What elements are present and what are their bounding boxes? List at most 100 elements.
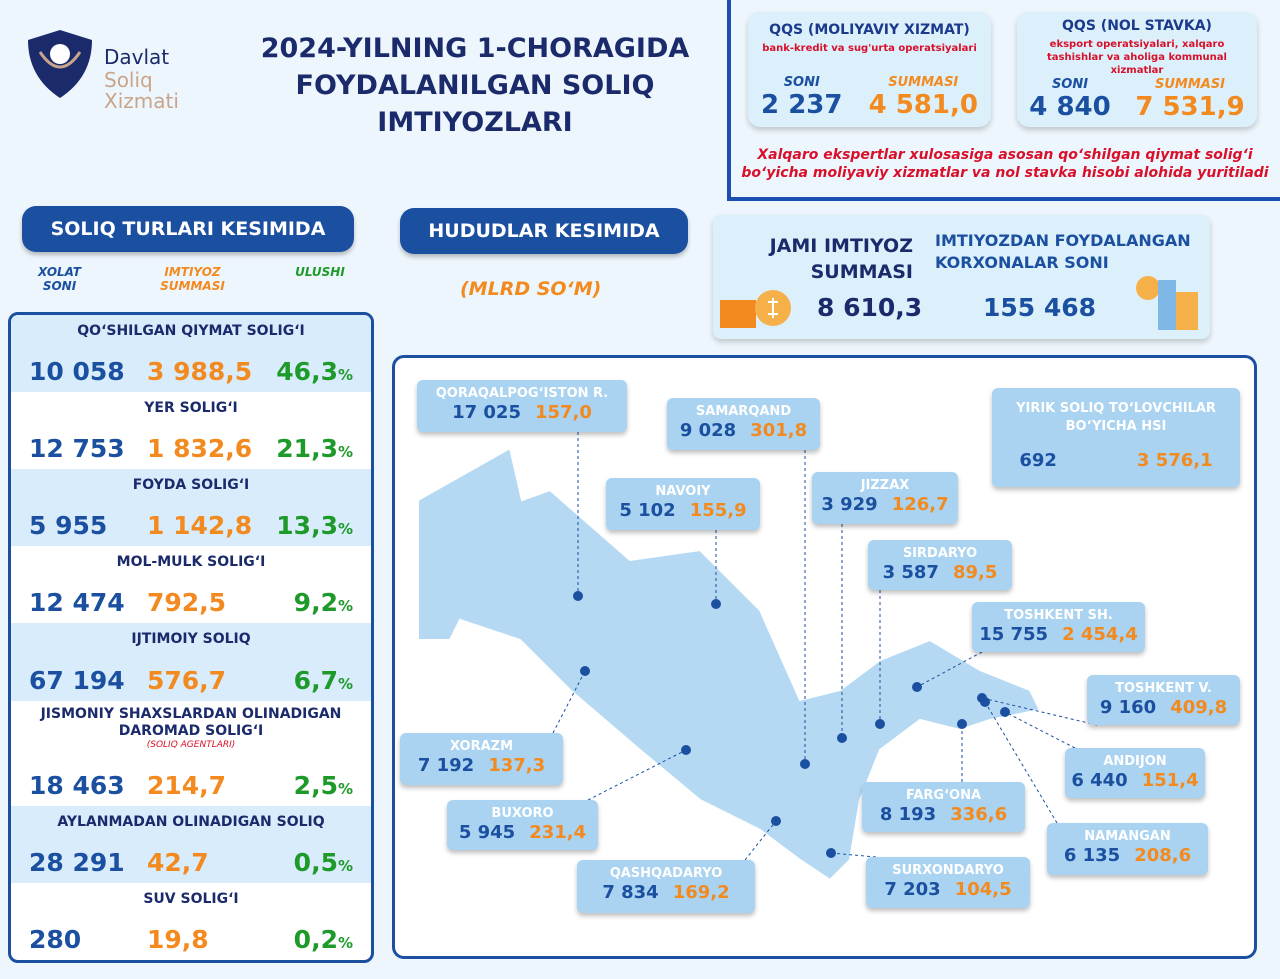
map-shape bbox=[417, 446, 1042, 882]
region-marker bbox=[957, 719, 967, 729]
sum-value: 7 531,9 bbox=[1135, 92, 1245, 122]
region-sum: 169,2 bbox=[672, 882, 730, 903]
total-count-label: IMTIYOZDAN FOYDALANGAN KORXONALAR SONI bbox=[935, 231, 1191, 272]
tax-name: JISMONIY SHAXSLARDAN OLINADIGAN DAROMAD … bbox=[40, 705, 342, 739]
tax-row: FOYDA SOLIG‘I 5 955 1 142,8 13,3% bbox=[11, 469, 371, 547]
footnote: Xalqaro ekspertlar xulosasiga asosan qo‘… bbox=[741, 147, 1269, 181]
region-name: SAMARQAND bbox=[695, 404, 792, 419]
share-value: 13,3 bbox=[276, 511, 338, 541]
tax-types-table: QO‘SHILGAN QIYMAT SOLIG‘I 10 058 3 988,5 46… bbox=[8, 312, 374, 963]
tax-row: MOL-MULK SOLIG‘I 12 474 792,5 9,2% bbox=[11, 546, 371, 623]
percent-sign: % bbox=[337, 520, 353, 539]
region-count: 7 203 bbox=[884, 879, 941, 900]
eagle-emblem-icon bbox=[28, 30, 92, 98]
count-label: SONI bbox=[783, 75, 820, 90]
percent-sign: % bbox=[337, 933, 353, 952]
region-name: XORAZM bbox=[449, 739, 514, 754]
region-marker bbox=[980, 697, 990, 707]
percent-sign: % bbox=[337, 443, 353, 462]
region-count: 5 945 bbox=[458, 822, 516, 843]
region-sum: 104,5 bbox=[954, 879, 1012, 900]
share: 13,3% bbox=[276, 511, 353, 540]
case-count: 12 474 bbox=[29, 588, 125, 618]
benefit-sum: 792,5 bbox=[147, 588, 227, 618]
leader-line bbox=[587, 749, 687, 801]
percent-sign: % bbox=[337, 597, 353, 616]
section-tax-types: SOLIQ TURLARI KESIMIDA bbox=[22, 206, 354, 252]
percent-sign: % bbox=[337, 779, 353, 798]
tax-note: (SOLIQ AGENTLARI) bbox=[146, 739, 236, 750]
share-value: 0,2 bbox=[293, 924, 338, 954]
case-count: 28 291 bbox=[29, 847, 125, 877]
region-card: XORAZM 7 192 137,3 bbox=[400, 733, 563, 785]
region-card: QORAQALPOG‘ISTON R. 17 025 157,0 bbox=[417, 380, 627, 432]
share-value: 6,7 bbox=[293, 665, 338, 695]
share-value: 21,3 bbox=[276, 434, 338, 464]
benefit-sum: 214,7 bbox=[147, 770, 227, 800]
benefit-sum: 19,8 bbox=[147, 924, 209, 954]
share-value: 46,3 bbox=[276, 357, 338, 387]
leader-line bbox=[830, 852, 877, 858]
region-sum: 2 454,4 bbox=[1062, 624, 1138, 645]
tax-name: SUV SOLIG‘I bbox=[143, 890, 239, 907]
leader-line bbox=[916, 651, 983, 688]
tax-row: JISMONIY SHAXSLARDAN OLINADIGAN DAROMAD … bbox=[11, 701, 371, 806]
region-name: FARG‘ONA bbox=[905, 788, 982, 803]
share: 6,7% bbox=[294, 666, 353, 695]
region-sum: 126,7 bbox=[891, 494, 949, 515]
region-name: TOSHKENT V. bbox=[1115, 681, 1212, 696]
benefit-sum: 3 988,5 bbox=[147, 357, 253, 387]
region-count: 6 135 bbox=[1063, 845, 1121, 866]
share: 2,5% bbox=[294, 771, 353, 800]
region-card: QASHQADARYO 7 834 169,2 bbox=[577, 860, 755, 913]
total-sum-value: 8 610,3 bbox=[817, 293, 923, 322]
percent-sign: % bbox=[337, 674, 353, 693]
region-card: NAVOIY 5 102 155,9 bbox=[606, 478, 760, 530]
count-label: SONI bbox=[1051, 77, 1089, 92]
tax-row: IJTIMOIY SOLIQ 67 194 576,7 6,7% bbox=[11, 623, 371, 701]
region-count: 5 102 bbox=[619, 500, 676, 521]
unit-label: (MLRD SO‘M) bbox=[460, 278, 602, 300]
count-value: 4 840 bbox=[1029, 92, 1111, 122]
region-marker bbox=[580, 666, 590, 676]
case-count: 18 463 bbox=[29, 770, 125, 800]
tax-row: YER SOLIG‘I 12 753 1 832,6 21,3% bbox=[11, 392, 371, 469]
region-sum: 409,8 bbox=[1170, 697, 1228, 718]
region-count: 7 192 bbox=[417, 755, 475, 776]
benefit-sum: 42,7 bbox=[147, 847, 209, 877]
region-name: BUXORO bbox=[491, 806, 554, 821]
vat-panel bbox=[727, 0, 1280, 201]
region-marker bbox=[711, 599, 721, 609]
tax-row: QO‘SHILGAN QIYMAT SOLIG‘I 10 058 3 988,5 46… bbox=[11, 315, 371, 393]
region-card: NAMANGAN 6 135 208,6 bbox=[1047, 823, 1208, 875]
region-sum: 157,0 bbox=[534, 402, 592, 423]
region-sum: 3 576,1 bbox=[1136, 450, 1213, 471]
share: 46,3% bbox=[276, 357, 353, 386]
region-name: YIRIK SOLIQ TO‘LOVCHILAR BO‘YICHA HSI bbox=[1016, 401, 1216, 434]
region-count: 17 025 bbox=[452, 402, 521, 423]
card-title: QQS (NOL STAVKA) bbox=[1062, 18, 1212, 34]
tax-name: MOL-MULK SOLIG‘I bbox=[116, 554, 266, 571]
region-count: 3 587 bbox=[882, 562, 939, 583]
tax-name: IJTIMOIY SOLIQ bbox=[131, 631, 251, 648]
percent-sign: % bbox=[337, 856, 353, 875]
section-regions: HUDUDLAR KESIMIDA bbox=[400, 208, 688, 254]
case-count: 10 058 bbox=[29, 357, 125, 387]
region-marker bbox=[875, 719, 885, 729]
share-value: 2,5 bbox=[293, 770, 338, 800]
region-count: 3 929 bbox=[821, 494, 878, 515]
card-subtitle: bank-kredit va sug'urta operatsiyalari bbox=[762, 43, 977, 54]
region-sum: 231,4 bbox=[529, 822, 587, 843]
column-header-share: ULUSHI bbox=[295, 265, 345, 279]
region-card: TOSHKENT V. 9 160 409,8 bbox=[1087, 675, 1240, 725]
region-card: TOSHKENT SH. 15 755 2 454,4 bbox=[972, 602, 1145, 652]
region-card: SAMARQAND 9 028 301,8 bbox=[667, 398, 820, 450]
benefit-sum: 1 142,8 bbox=[147, 511, 253, 541]
column-header-sum: IMTIYOZ SUMMASI bbox=[160, 265, 225, 293]
case-count: 12 753 bbox=[29, 434, 125, 464]
region-name: NAMANGAN bbox=[1084, 829, 1171, 844]
share: 0,5% bbox=[294, 848, 353, 877]
sum-label: SUMMASI bbox=[1154, 77, 1226, 92]
share: 0,2% bbox=[294, 925, 353, 954]
leader-line bbox=[1004, 711, 1076, 749]
